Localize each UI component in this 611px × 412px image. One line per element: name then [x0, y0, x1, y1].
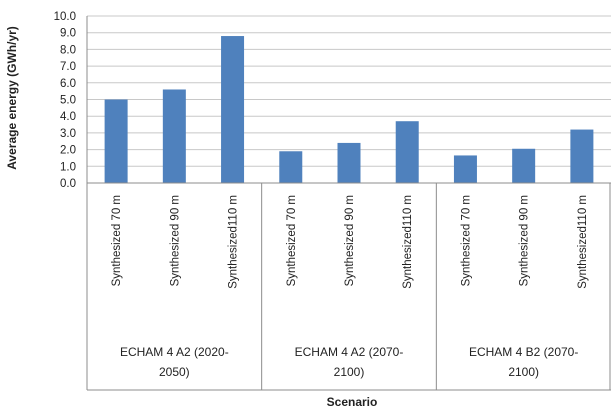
- x-category-label: Synthesized 70 m: [460, 195, 472, 286]
- y-tick-label: 3.0: [60, 128, 76, 140]
- x-group-label: 2100): [508, 365, 539, 379]
- axes: [86, 16, 611, 391]
- x-category-label: Synthesized 70 m: [111, 195, 123, 286]
- y-axis-title: Average energy (GWh/yr): [5, 26, 19, 170]
- x-category-label: Synthesized 90 m: [344, 195, 356, 286]
- y-tick-label: 1.0: [60, 161, 76, 173]
- x-group-label: ECHAM 4 A2 (2020-: [120, 345, 229, 359]
- bar: [570, 129, 594, 183]
- y-tick-label: 10.0: [54, 11, 76, 23]
- y-axis-ticks: 0.0 1.0 2.0 3.0 4.0 5.0 6.0 7.0 8.0 9.0 10.0: [54, 11, 76, 190]
- x-axis-category-labels: Synthesized 70 m Synthesized 90 m Synthesi…: [111, 195, 589, 289]
- x-axis-group-labels: ECHAM 4 A2 (2020- 2050) ECHAM 4 A2 (2070- 2…: [120, 345, 578, 379]
- x-axis-title: Scenario: [327, 395, 378, 409]
- y-tick-label: 4.0: [60, 111, 76, 123]
- bar: [221, 36, 245, 183]
- bars: [104, 36, 594, 183]
- y-tick-label: 0.0: [60, 178, 76, 190]
- y-tick-label: 2.0: [60, 145, 76, 157]
- bar: [162, 89, 186, 183]
- y-tick-label: 7.0: [60, 61, 76, 73]
- bar: [453, 155, 477, 183]
- x-category-label: Synthesized 70 m: [286, 195, 298, 286]
- x-group-label: 2050): [159, 365, 190, 379]
- x-category-label: Synthesized 90 m: [169, 195, 181, 286]
- y-tick-label: 9.0: [60, 28, 76, 40]
- x-category-label: Synthesized 90 m: [519, 195, 531, 286]
- bar: [279, 151, 303, 183]
- y-tick-label: 8.0: [60, 44, 76, 56]
- bar: [512, 148, 536, 183]
- y-tick-label: 6.0: [60, 78, 76, 90]
- x-group-label: 2100): [334, 365, 365, 379]
- bar: [395, 121, 419, 183]
- x-category-label: Synthesized110 m: [228, 195, 240, 289]
- x-category-label: Synthesized110 m: [402, 195, 414, 289]
- y-tick-label: 5.0: [60, 95, 76, 107]
- x-group-label: ECHAM 4 B2 (2070-: [469, 345, 578, 359]
- bar: [337, 142, 361, 183]
- bar: [104, 99, 128, 183]
- x-category-label: Synthesized110 m: [577, 195, 589, 289]
- x-group-label: ECHAM 4 A2 (2070-: [295, 345, 404, 359]
